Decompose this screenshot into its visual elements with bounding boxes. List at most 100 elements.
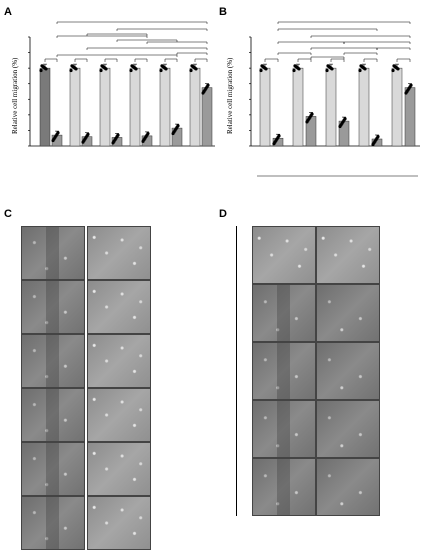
sig-bracket (310, 35, 411, 38)
data-point (292, 68, 296, 73)
bar (259, 67, 271, 147)
scratch-gap (276, 459, 291, 515)
sig-bracket (164, 58, 178, 62)
micrograph-22h (87, 442, 151, 496)
scratch-gap (276, 285, 291, 341)
sig-bracket (86, 33, 148, 36)
data-point (104, 67, 108, 71)
bar (358, 67, 370, 147)
data-point (343, 117, 347, 121)
sig-bracket (56, 21, 208, 24)
sig-bracket (343, 52, 378, 55)
scratch-gap (45, 335, 60, 387)
data-point (264, 67, 268, 71)
sig-bracket (277, 21, 411, 24)
data-point (297, 67, 301, 71)
sig-bracket (116, 39, 178, 42)
micrograph-0h (252, 400, 316, 458)
bar (129, 67, 141, 147)
micrograph-22h (316, 284, 380, 342)
micrograph-0h (21, 496, 85, 550)
data-point (277, 134, 281, 138)
data-point (146, 131, 150, 136)
data-point (206, 83, 210, 87)
sig-bracket (116, 28, 208, 31)
bar (201, 87, 213, 147)
micrograph-22h (316, 342, 380, 400)
bar (39, 67, 51, 147)
sig-bracket (86, 47, 208, 50)
sig-bracket (74, 58, 88, 62)
bar (292, 67, 304, 147)
scratch-gap (45, 389, 60, 441)
data-point (310, 112, 314, 116)
data-point (86, 132, 90, 136)
data-point (391, 68, 395, 73)
micrograph-22h (316, 226, 380, 284)
sig-bracket (330, 58, 345, 62)
data-point (116, 133, 120, 137)
sig-bracket (134, 58, 148, 62)
scratch-gap (45, 497, 60, 549)
panel-label-d: D (219, 208, 227, 220)
bar (69, 67, 81, 147)
bar (391, 67, 403, 147)
chart-b (249, 21, 420, 177)
micrograph-0h (21, 388, 85, 442)
panel-label-c: C (4, 208, 12, 220)
sig-bracket (176, 52, 208, 55)
data-point (396, 67, 400, 71)
sig-bracket (104, 58, 118, 62)
micrograph-0h (21, 442, 85, 496)
scratch-gap (45, 227, 60, 279)
data-point (330, 67, 334, 71)
sig-bracket (56, 54, 178, 57)
micrograph-0h (21, 280, 85, 334)
sig-bracket (146, 41, 208, 44)
micrograph-0h (21, 334, 85, 388)
sig-bracket (310, 56, 345, 59)
sig-bracket (277, 52, 312, 55)
panel-label-a: A (4, 6, 12, 18)
micrograph-22h (316, 458, 380, 516)
bar (325, 67, 337, 147)
bar (99, 67, 111, 147)
chart-a (28, 21, 215, 147)
data-point (259, 68, 263, 73)
sig-bracket (44, 58, 58, 62)
sig-bracket (310, 47, 378, 50)
micrograph-0h (252, 458, 316, 516)
micrograph-0h (252, 284, 316, 342)
scratch-gap (276, 343, 291, 399)
scratch-gap (276, 401, 291, 457)
micrograph-22h (87, 226, 151, 280)
data-point (376, 135, 380, 139)
data-point (74, 67, 78, 71)
sig-bracket (277, 41, 345, 44)
data-point (363, 67, 367, 71)
sig-bracket (264, 58, 279, 62)
data-point (159, 68, 163, 73)
micrograph-22h (87, 388, 151, 442)
data-point (39, 68, 43, 73)
scratch-gap (45, 443, 60, 495)
data-point (69, 68, 73, 73)
sig-bracket (363, 58, 378, 62)
sig-bracket (56, 35, 148, 38)
sig-bracket (343, 41, 411, 44)
bar (159, 67, 171, 147)
micrograph-22h (87, 334, 151, 388)
micrograph-22h (87, 280, 151, 334)
group-bracket (236, 226, 237, 516)
data-point (99, 68, 103, 73)
sig-bracket (277, 28, 378, 31)
data-point (56, 131, 60, 135)
data-point (189, 68, 193, 73)
micrograph-0h (21, 226, 85, 280)
scratch-gap (45, 281, 60, 333)
data-point (409, 83, 413, 87)
panel-label-b: B (219, 6, 227, 18)
sig-bracket (376, 47, 411, 50)
bar (404, 87, 416, 147)
data-point (176, 124, 180, 128)
